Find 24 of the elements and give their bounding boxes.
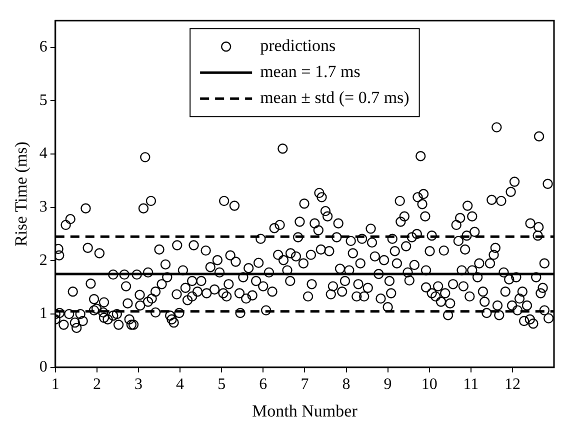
x-tick-label: 8 (342, 376, 350, 394)
x-tick-label: 12 (504, 376, 520, 394)
x-tick-label: 9 (384, 376, 392, 394)
y-tick-label: 5 (39, 92, 48, 109)
legend-label: mean = 1.7 ms (260, 62, 360, 82)
y-tick-label: 4 (39, 145, 48, 162)
x-tick-label: 10 (421, 376, 438, 394)
y-tick-label: 3 (39, 198, 48, 216)
x-tick-label: 2 (92, 376, 101, 394)
x-tick-label: 6 (259, 376, 268, 394)
y-tick-label: 1 (39, 305, 48, 322)
legend-label: predictions (260, 36, 336, 56)
x-tick-label: 7 (300, 376, 309, 394)
x-tick-label: 11 (463, 376, 479, 394)
x-tick-label: 3 (134, 376, 142, 394)
x-tick-label: 5 (218, 376, 226, 394)
x-tick-label: 4 (176, 376, 184, 394)
x-axis-title: Month Number (252, 401, 358, 420)
y-tick-label: 6 (39, 38, 48, 56)
y-tick-label: 0 (39, 358, 48, 376)
y-tick-label: 2 (39, 252, 48, 269)
x-tick-label: 1 (51, 376, 60, 394)
legend-label: mean ± std (= 0.7 ms) (260, 88, 410, 108)
y-axis-title: Rise Time (ms) (12, 142, 31, 246)
